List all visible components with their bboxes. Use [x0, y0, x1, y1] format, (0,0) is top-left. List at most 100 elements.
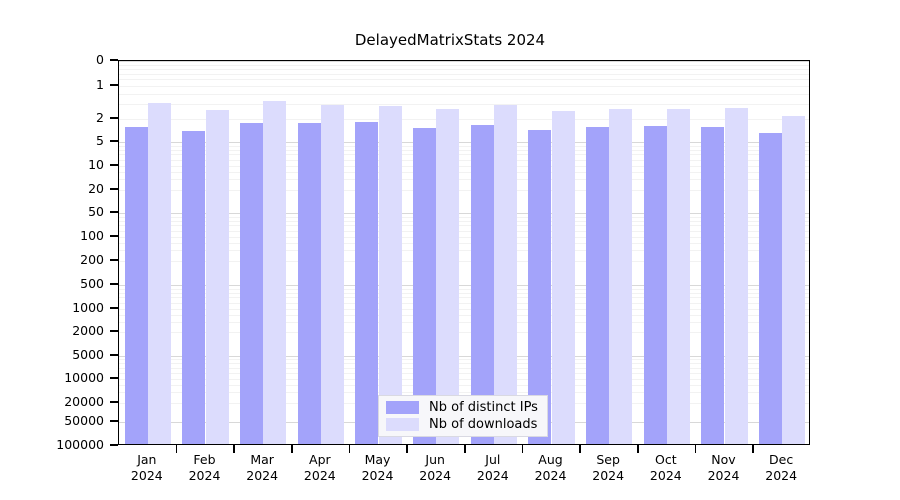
gridline-major [119, 61, 809, 62]
gridline-minor [119, 261, 809, 262]
gridline-minor [119, 73, 809, 75]
x-axis-tick-mark [348, 445, 351, 453]
gridline-minor [119, 216, 809, 218]
x-axis-tick-mark [233, 445, 235, 453]
y-axis-tick-label: 500 [80, 276, 104, 291]
gridline-minor [119, 242, 809, 244]
legend-swatch-icon [386, 418, 419, 431]
x-axis-month: Sep [596, 452, 620, 467]
bar-distinct-ips-mar [240, 123, 264, 444]
gridline-minor [119, 104, 809, 106]
legend-swatch-icon [386, 401, 419, 414]
bar-distinct-ips-apr [297, 123, 321, 444]
bar-downloads-sep [609, 108, 633, 444]
y-axis-tick-label: 10000 [64, 370, 104, 385]
y-axis-tick-label: 1 [96, 77, 104, 92]
gridline-minor [119, 297, 809, 299]
gridline-minor [119, 154, 809, 156]
gridline-minor [119, 363, 809, 365]
gridline-minor [119, 225, 809, 227]
x-axis-tick-mark [464, 445, 466, 453]
gridline-major [119, 285, 809, 286]
legend-label: Nb of distinct IPs [429, 400, 538, 415]
bar-downloads-feb [205, 110, 229, 444]
x-axis-year: 2024 [707, 467, 740, 483]
x-axis-month: May [364, 452, 391, 467]
bar-downloads-nov [724, 107, 748, 444]
y-axis-tick-label: 100 [80, 228, 104, 243]
bar-downloads-jan [147, 103, 171, 444]
y-axis-tick-mark [110, 211, 118, 213]
y-axis-tick-label: 20000 [64, 394, 104, 409]
bar-distinct-ips-sep [586, 127, 610, 444]
x-axis-month: Aug [538, 452, 563, 467]
y-axis-tick-mark [110, 84, 118, 86]
gridline-major [119, 142, 809, 143]
x-axis-year: 2024 [649, 467, 682, 483]
bar-distinct-ips-jun [413, 127, 437, 444]
x-axis-tick-label: Feb 2024 [165, 452, 245, 483]
y-axis-tick-label: 50000 [64, 413, 104, 428]
bar-downloads-oct [666, 108, 690, 444]
gridline-minor [119, 166, 809, 167]
y-axis-tick-label: 200 [80, 252, 104, 267]
chart-title: DelayedMatrixStats 2024 [354, 31, 546, 49]
x-axis-tick-label: Aug 2024 [511, 452, 591, 483]
y-axis-tick-mark [110, 420, 118, 422]
chart-legend: Nb of distinct IPs Nb of downloads [378, 395, 548, 437]
bar-distinct-ips-nov [701, 126, 725, 444]
x-axis-month: Mar [250, 452, 274, 467]
x-axis-year: 2024 [476, 467, 509, 483]
legend-item[interactable]: Nb of downloads [386, 418, 538, 431]
bar-downloads-mar [263, 100, 287, 444]
bar-distinct-ips-dec [759, 132, 783, 444]
legend-item[interactable]: Nb of distinct IPs [386, 401, 538, 414]
gridline-major [119, 356, 809, 357]
x-axis-year: 2024 [130, 467, 163, 483]
x-axis-year: 2024 [592, 467, 625, 483]
y-axis-tick-mark [110, 283, 118, 285]
bar-downloads-apr [320, 105, 344, 444]
bar-distinct-ips-jan [124, 127, 148, 444]
bar-distinct-ips-jul [470, 124, 494, 444]
x-axis-month: Jul [485, 452, 501, 467]
y-axis-tick-mark [110, 401, 118, 403]
y-axis-tick-label: 1000 [72, 300, 104, 315]
y-axis-tick-mark [110, 188, 118, 190]
bar-distinct-ips-feb [182, 131, 206, 444]
x-axis-year: 2024 [361, 467, 394, 483]
x-axis-tick-label: Sep 2024 [568, 452, 648, 483]
x-axis-month: Jan [137, 452, 157, 467]
y-axis-tick-mark [110, 330, 118, 332]
gridline-major [119, 213, 809, 214]
bar-distinct-ips-may [355, 121, 379, 444]
gridline-minor [119, 119, 809, 120]
gridline-minor [119, 86, 809, 87]
x-axis-year: 2024 [246, 467, 279, 483]
y-axis-tick-mark [110, 444, 118, 446]
y-axis-tick-label: 2 [96, 110, 104, 125]
x-axis-tick-mark [291, 445, 293, 453]
gridline-minor [119, 321, 809, 323]
plot-area [118, 60, 810, 445]
gridline-minor [119, 145, 809, 147]
bar-downloads-jul [493, 105, 517, 444]
gridline-minor [119, 149, 809, 151]
y-axis-tick-label: 50 [88, 204, 104, 219]
y-axis-tick-label: 20 [88, 181, 104, 196]
gridline-minor [119, 302, 809, 304]
bar-downloads-may [378, 106, 402, 444]
y-axis-tick-mark [110, 377, 118, 379]
bar-downloads-jun [436, 108, 460, 444]
x-axis-month: Dec [769, 452, 794, 467]
x-axis-tick-mark [637, 445, 639, 453]
gridline-minor [119, 384, 809, 386]
x-axis-month: Apr [309, 452, 331, 467]
gridline-minor [119, 359, 809, 361]
x-axis-tick-mark [694, 445, 697, 453]
y-axis-tick-label: 5 [96, 133, 104, 148]
gridline-minor [119, 250, 809, 252]
x-axis-tick-label: Jan 2024 [107, 452, 187, 483]
gridline-minor [119, 179, 809, 181]
